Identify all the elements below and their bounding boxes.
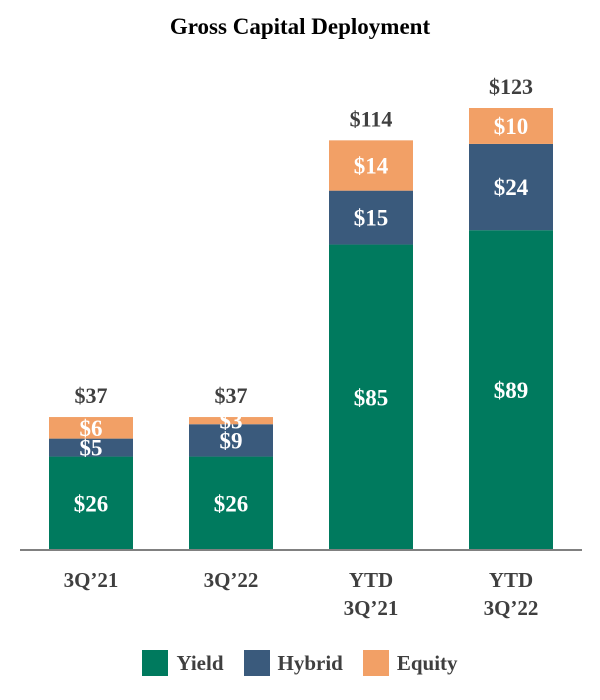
x-tick-label-line: YTD — [488, 568, 534, 592]
total-label-1: $37 — [75, 383, 108, 408]
data-label-yield-3: $85 — [354, 385, 389, 410]
data-label-hybrid-4: $24 — [494, 175, 529, 200]
x-tick-label-line: 3Q’22 — [203, 568, 259, 592]
bar-hybrid-4 — [469, 143, 553, 231]
legend-label: Equity — [396, 650, 458, 675]
legend: Yield Hybrid Equity — [0, 650, 600, 676]
chart-title: Gross Capital Deployment — [169, 14, 431, 39]
total-label-3: $114 — [350, 106, 393, 131]
bar-yield-2 — [189, 456, 273, 550]
x-tick-label-line: 3Q’21 — [343, 596, 399, 620]
bar-equity-3 — [329, 140, 413, 191]
bar-yield-3 — [329, 244, 413, 550]
legend-label: Yield — [176, 650, 224, 675]
legend-item-hybrid: Hybrid — [243, 650, 343, 676]
data-label-yield-1: $26 — [74, 491, 109, 516]
legend-swatch — [243, 650, 270, 676]
x-tick-label: YTD 3Q’22 — [456, 566, 566, 622]
bar-hybrid-1 — [49, 438, 133, 457]
x-tick-label-line: 3Q’22 — [483, 596, 539, 620]
x-tick-label: 3Q’22 — [176, 566, 286, 594]
x-tick-label-line: 3Q’21 — [63, 568, 119, 592]
legend-item-yield: Yield — [142, 650, 224, 676]
legend-swatch — [362, 650, 389, 676]
bar-yield-4 — [469, 230, 553, 550]
data-label-hybrid-2: $9 — [220, 428, 243, 453]
data-label-equity-2: $3 — [220, 409, 243, 434]
bar-yield-1 — [49, 456, 133, 550]
data-label-yield-2: $26 — [214, 491, 249, 516]
data-label-hybrid-3: $15 — [354, 206, 389, 231]
data-label-equity-4: $10 — [494, 114, 529, 139]
bar-hybrid-2 — [189, 424, 273, 457]
x-tick-label: YTD 3Q’21 — [316, 566, 426, 622]
data-label-equity-1: $6 — [80, 416, 103, 441]
data-label-yield-4: $89 — [494, 378, 529, 403]
data-label-equity-3: $14 — [354, 153, 389, 178]
bar-equity-1 — [49, 417, 133, 439]
data-label-hybrid-1: $5 — [80, 436, 103, 461]
bar-hybrid-3 — [329, 190, 413, 245]
legend-item-equity: Equity — [362, 650, 458, 676]
x-tick-label-line: YTD — [348, 568, 394, 592]
legend-swatch — [142, 650, 169, 676]
total-label-4: $123 — [489, 74, 533, 99]
x-tick-label: 3Q’21 — [36, 566, 146, 594]
bar-equity-4 — [469, 108, 553, 144]
total-label-2: $37 — [215, 383, 248, 408]
legend-label: Hybrid — [277, 650, 343, 675]
bar-equity-2 — [189, 417, 273, 425]
